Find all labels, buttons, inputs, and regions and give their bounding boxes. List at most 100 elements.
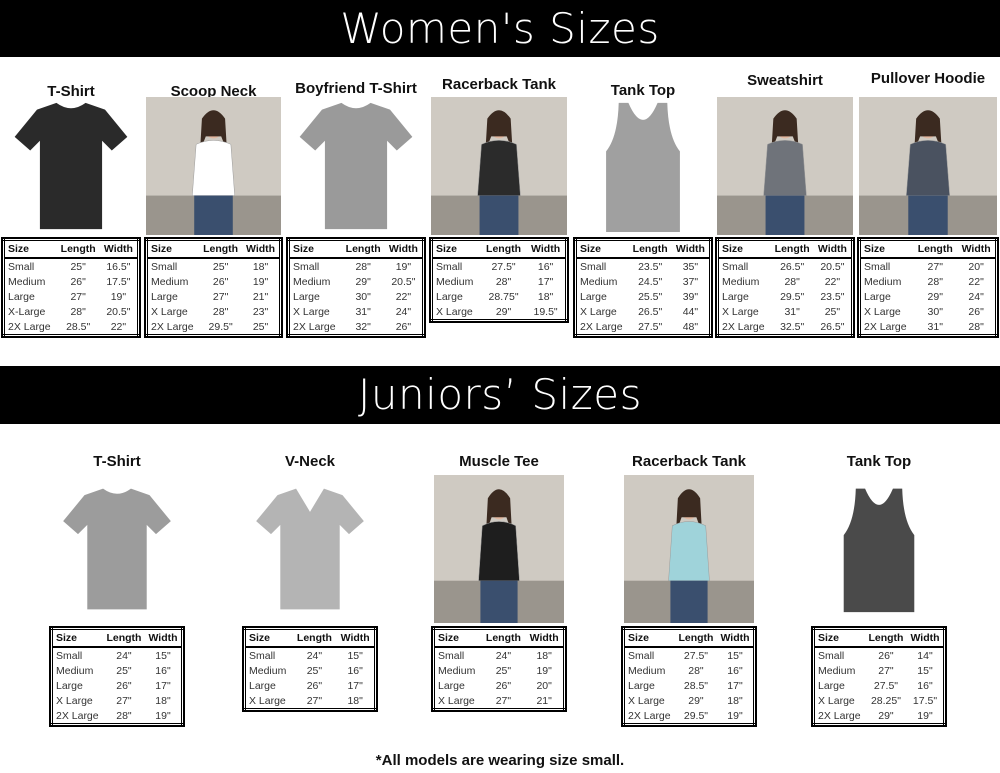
width-cell: 23" xyxy=(252,305,269,318)
table-row: Small 23.5" 35" xyxy=(576,258,711,274)
width-cell: 15" xyxy=(727,649,743,662)
size-cell: Medium xyxy=(8,275,46,288)
model-photo xyxy=(146,97,281,235)
size-cell: 2X Large xyxy=(151,320,194,333)
column-header: Size xyxy=(51,628,103,648)
table-row: 2X Large 28.5" 22" xyxy=(4,319,139,336)
length-cell: 28.5" xyxy=(683,679,709,692)
length-cell: 25" xyxy=(306,664,323,677)
size-cell: Small xyxy=(151,260,178,273)
width-cell: 19.5" xyxy=(533,305,558,318)
table-row: Large 28.75" 18" xyxy=(432,289,567,304)
width-cell: 44" xyxy=(682,305,699,318)
size-cell: Medium xyxy=(722,275,760,288)
length-cell: 29.5" xyxy=(683,709,709,722)
size-cell: X-Large xyxy=(8,305,46,318)
length-cell: 27.5" xyxy=(638,320,663,333)
size-cell: Large xyxy=(8,290,35,303)
product-title: T-Shirt xyxy=(93,453,141,470)
size-cell: Medium xyxy=(249,664,287,677)
column-header: Size xyxy=(717,239,771,259)
size-table: Size Length Width Small 24" 18" Medium 25" 19" La… xyxy=(431,626,567,712)
column-header: Size xyxy=(623,628,675,648)
table-row: Medium 27" 15" xyxy=(814,663,945,678)
size-cell: Medium xyxy=(436,275,474,288)
width-cell: 28" xyxy=(968,320,984,333)
length-cell: 30" xyxy=(355,290,371,303)
size-table: Size Length Width Small 24" 15" Medium 25" 16" La… xyxy=(242,626,378,712)
width-cell: 19" xyxy=(155,709,171,722)
length-cell: 28.25" xyxy=(870,694,901,707)
length-cell: 23.5" xyxy=(638,260,663,273)
table-row: Medium 26" 17.5" xyxy=(4,274,139,289)
width-cell: 17" xyxy=(537,275,554,288)
table-header-row: Size Length Width xyxy=(51,628,183,648)
column-header: Width xyxy=(813,239,853,259)
length-cell: 31" xyxy=(784,305,800,318)
length-cell: 25.5" xyxy=(638,290,663,303)
width-cell: 21" xyxy=(536,694,552,707)
width-cell: 25" xyxy=(252,320,269,333)
table-row: Large 29.5" 23.5" xyxy=(718,289,853,304)
length-cell: 27" xyxy=(306,694,323,707)
column-header: Size xyxy=(244,628,293,648)
length-cell: 26" xyxy=(306,679,323,692)
product-title: Tank Top xyxy=(610,82,676,99)
length-cell: 24" xyxy=(306,649,323,662)
column-header: Length xyxy=(199,239,243,259)
width-cell: 24" xyxy=(968,290,984,303)
length-cell: 29" xyxy=(495,305,512,318)
size-cell: Medium xyxy=(864,275,902,288)
size-cell: Large xyxy=(249,679,276,692)
size-cell: 2X Large xyxy=(628,709,671,722)
width-cell: 16" xyxy=(155,664,171,677)
length-cell: 24" xyxy=(116,649,132,662)
table-row: Small 27" 20" xyxy=(860,258,997,274)
length-cell: 25" xyxy=(212,260,229,273)
product-title: Tank Top xyxy=(846,453,912,470)
table-row: Medium 25" 19" xyxy=(434,663,565,678)
model-photo xyxy=(434,475,564,623)
size-cell: Small xyxy=(438,649,465,662)
product-title: Racerback Tank xyxy=(632,453,746,470)
size-cell: X Large xyxy=(151,305,188,318)
width-cell: 18" xyxy=(347,694,363,707)
size-cell: 2X Large xyxy=(722,320,765,333)
table-row: 2X Large 32.5" 26.5" xyxy=(718,319,853,336)
size-cell: X Large xyxy=(628,694,665,707)
width-cell: 19" xyxy=(110,290,127,303)
width-cell: 26" xyxy=(395,320,412,333)
column-header: Width xyxy=(384,239,424,259)
length-cell: 26.5" xyxy=(780,260,805,273)
size-table: Size Length Width Small 26.5" 20.5" Medium 28" 2… xyxy=(715,237,855,338)
width-cell: 22" xyxy=(824,275,841,288)
column-header: Length xyxy=(864,628,907,648)
size-table: Size Length Width Small 25" 16.5" Medium 26" 17.… xyxy=(1,237,141,338)
column-header: Width xyxy=(336,628,376,648)
length-cell: 24.5" xyxy=(638,275,663,288)
width-cell: 14" xyxy=(917,649,933,662)
size-cell: Large xyxy=(293,290,320,303)
table-header-row: Size Length Width xyxy=(433,628,565,648)
length-cell: 28" xyxy=(927,275,943,288)
length-cell: 28" xyxy=(495,275,512,288)
size-cell: Large xyxy=(56,679,83,692)
length-cell: 28" xyxy=(784,275,800,288)
column-header: Length xyxy=(480,239,527,259)
size-cell: Small xyxy=(249,649,276,662)
table-row: Medium 26" 19" xyxy=(147,274,281,289)
length-cell: 28" xyxy=(355,260,371,273)
column-header: Size xyxy=(433,628,482,648)
table-row: Medium 25" 16" xyxy=(245,663,376,678)
table-row: Small 25" 16.5" xyxy=(4,258,139,274)
width-cell: 16.5" xyxy=(106,260,131,273)
table-row: Large 28.5" 17" xyxy=(624,678,755,693)
size-table: Size Length Width Small 25" 18" Medium 26" 19" La… xyxy=(144,237,283,338)
table-row: Large 25.5" 39" xyxy=(576,289,711,304)
table-row: Large 27" 21" xyxy=(147,289,281,304)
size-cell: Small xyxy=(864,260,891,273)
table-row: Large 27.5" 16" xyxy=(814,678,945,693)
table-row: Small 24" 15" xyxy=(245,647,376,663)
width-cell: 19" xyxy=(536,664,552,677)
table-row: X Large 29" 18" xyxy=(624,693,755,708)
